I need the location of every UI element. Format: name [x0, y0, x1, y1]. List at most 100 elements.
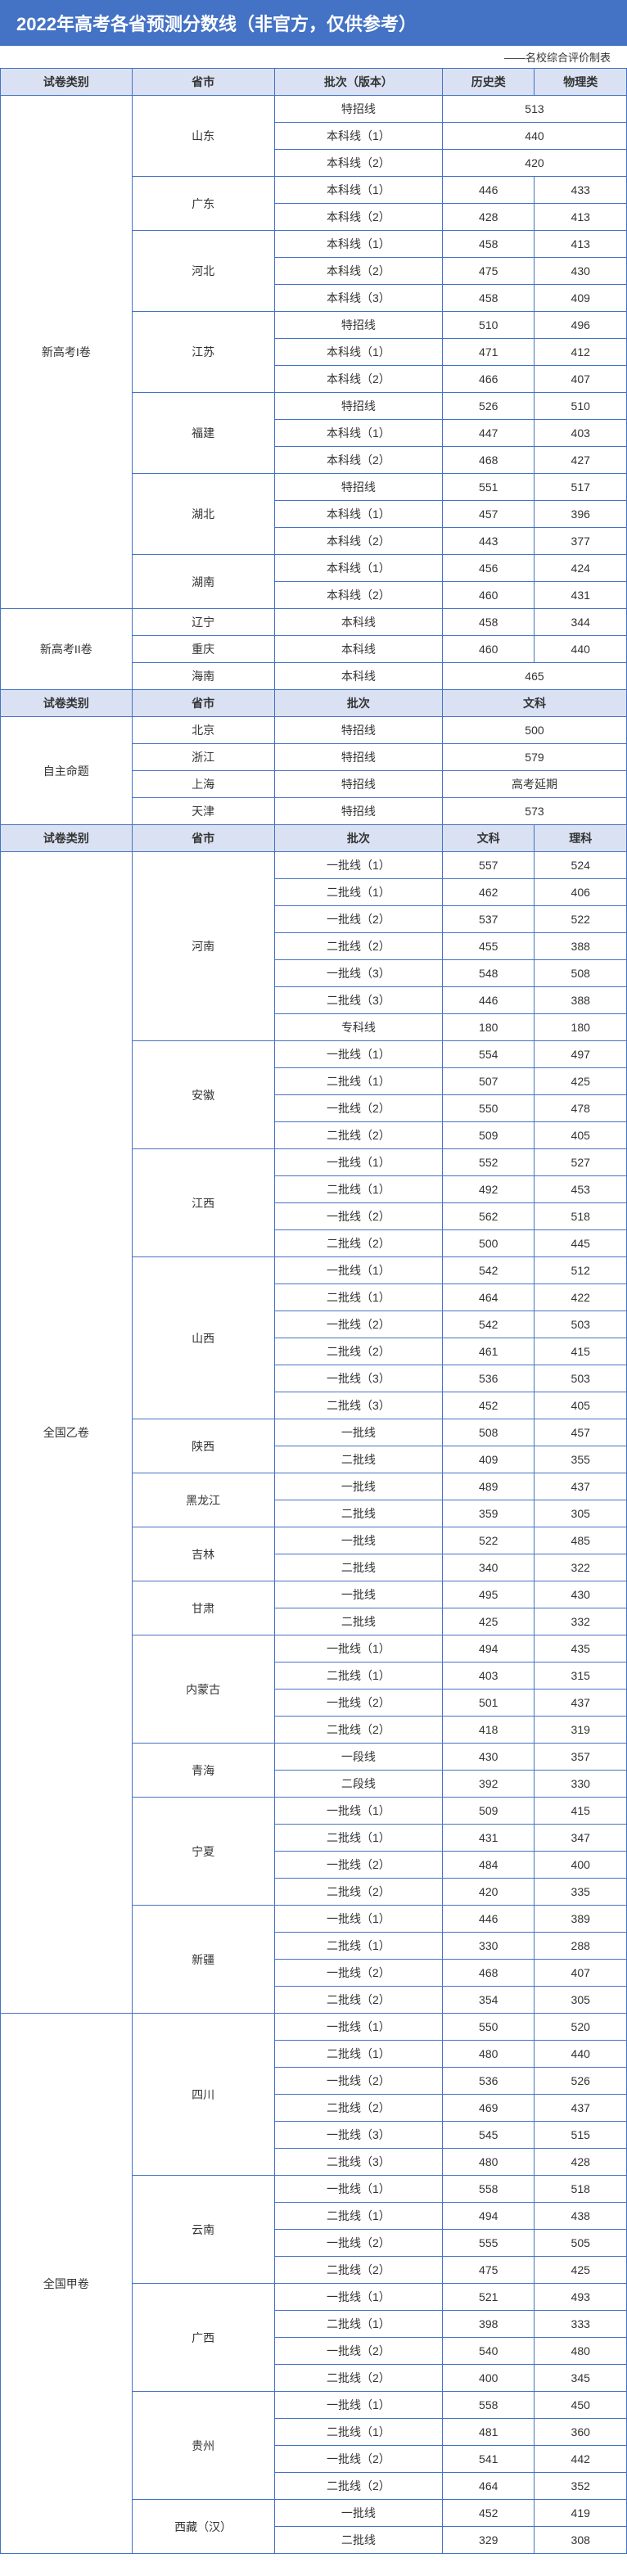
score-cell: 415 — [535, 1798, 627, 1825]
score-cell: 440 — [442, 123, 626, 150]
page-subtitle: ——名校综合评价制表 — [0, 46, 627, 68]
batch-cell: 本科线（1） — [274, 177, 442, 204]
paper-type-cell: 自主命题 — [1, 717, 133, 825]
score-cell: 492 — [442, 1176, 535, 1203]
batch-cell: 二批线（2） — [274, 2095, 442, 2122]
score-cell: 344 — [535, 609, 627, 636]
score-cell: 550 — [442, 2014, 535, 2041]
score-cell: 458 — [442, 285, 535, 312]
score-cell: 554 — [442, 1041, 535, 1068]
batch-cell: 一批线（2） — [274, 2338, 442, 2365]
score-cell: 407 — [535, 366, 627, 393]
batch-cell: 本科线（2） — [274, 366, 442, 393]
score-cell: 437 — [535, 1473, 627, 1500]
score-cell: 552 — [442, 1149, 535, 1176]
score-cell: 427 — [535, 447, 627, 474]
batch-cell: 特招线 — [274, 798, 442, 825]
score-cell: 457 — [535, 1419, 627, 1446]
batch-cell: 本科线 — [274, 636, 442, 663]
batch-cell: 本科线（2） — [274, 150, 442, 177]
batch-cell: 二批线（2） — [274, 1879, 442, 1906]
score-cell: 471 — [442, 339, 535, 366]
province-cell: 黑龙江 — [132, 1473, 274, 1527]
score-cell: 573 — [442, 798, 626, 825]
score-cell: 524 — [535, 852, 627, 879]
score-cell: 460 — [442, 582, 535, 609]
score-cell: 180 — [442, 1014, 535, 1041]
score-cell: 330 — [535, 1771, 627, 1798]
score-cell: 508 — [535, 960, 627, 987]
batch-cell: 专科线 — [274, 1014, 442, 1041]
score-cell: 388 — [535, 987, 627, 1014]
score-cell: 468 — [442, 447, 535, 474]
score-cell: 330 — [442, 1933, 535, 1960]
score-cell: 510 — [535, 393, 627, 420]
batch-cell: 二批线 — [274, 1554, 442, 1581]
province-cell: 山西 — [132, 1257, 274, 1419]
score-cell: 357 — [535, 1744, 627, 1771]
score-cell: 445 — [535, 1230, 627, 1257]
score-cell: 332 — [535, 1608, 627, 1635]
score-cell: 389 — [535, 1906, 627, 1933]
column-header: 物理类 — [535, 69, 627, 96]
score-cell: 418 — [442, 1717, 535, 1744]
province-cell: 湖北 — [132, 474, 274, 555]
batch-cell: 一批线（2） — [274, 1095, 442, 1122]
score-cell: 542 — [442, 1257, 535, 1284]
score-cell: 494 — [442, 1635, 535, 1662]
batch-cell: 二批线（1） — [274, 2041, 442, 2068]
score-cell: 377 — [535, 528, 627, 555]
score-cell: 515 — [535, 2122, 627, 2149]
batch-cell: 特招线 — [274, 771, 442, 798]
province-cell: 福建 — [132, 393, 274, 474]
column-header: 省市 — [132, 69, 274, 96]
score-cell: 537 — [442, 906, 535, 933]
score-cell: 437 — [535, 1690, 627, 1717]
score-cell: 458 — [442, 231, 535, 258]
column-header: 文科 — [442, 690, 626, 717]
score-cell: 512 — [535, 1257, 627, 1284]
score-cell: 425 — [442, 1608, 535, 1635]
province-cell: 天津 — [132, 798, 274, 825]
batch-cell: 一批线（1） — [274, 1257, 442, 1284]
column-header: 试卷类别 — [1, 690, 133, 717]
score-cell: 461 — [442, 1338, 535, 1365]
batch-cell: 一批线（2） — [274, 2446, 442, 2473]
score-cell: 431 — [442, 1825, 535, 1852]
province-cell: 青海 — [132, 1744, 274, 1798]
column-header: 历史类 — [442, 69, 535, 96]
batch-cell: 本科线（1） — [274, 501, 442, 528]
province-cell: 吉林 — [132, 1527, 274, 1581]
batch-cell: 本科线（2） — [274, 582, 442, 609]
score-cell: 493 — [535, 2284, 627, 2311]
score-cell: 458 — [442, 609, 535, 636]
score-cell: 536 — [442, 1365, 535, 1392]
score-cell: 550 — [442, 1095, 535, 1122]
province-cell: 广西 — [132, 2284, 274, 2392]
score-cell: 435 — [535, 1635, 627, 1662]
score-cell: 522 — [535, 906, 627, 933]
score-cell: 396 — [535, 501, 627, 528]
province-cell: 河南 — [132, 852, 274, 1041]
score-cell: 430 — [535, 1581, 627, 1608]
batch-cell: 一批线（1） — [274, 1149, 442, 1176]
province-cell: 湖南 — [132, 555, 274, 609]
batch-cell: 本科线（1） — [274, 420, 442, 447]
province-cell: 浙江 — [132, 744, 274, 771]
score-cell: 480 — [442, 2041, 535, 2068]
score-cell: 536 — [442, 2068, 535, 2095]
batch-cell: 二批线（3） — [274, 1392, 442, 1419]
score-cell: 522 — [442, 1527, 535, 1554]
score-cell: 521 — [442, 2284, 535, 2311]
batch-cell: 特招线 — [274, 393, 442, 420]
batch-cell: 一批线（2） — [274, 1203, 442, 1230]
score-cell: 503 — [535, 1365, 627, 1392]
score-cell: 447 — [442, 420, 535, 447]
score-cell: 420 — [442, 1879, 535, 1906]
batch-cell: 二批线（2） — [274, 1230, 442, 1257]
score-cell: 485 — [535, 1527, 627, 1554]
batch-cell: 本科线（1） — [274, 555, 442, 582]
batch-cell: 二批线（2） — [274, 1717, 442, 1744]
score-cell: 555 — [442, 2230, 535, 2257]
score-cell: 322 — [535, 1554, 627, 1581]
